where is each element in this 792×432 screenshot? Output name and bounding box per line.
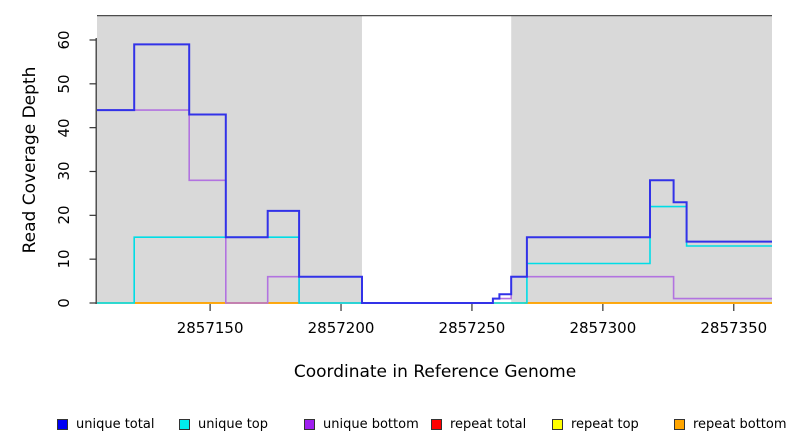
y-tick-label: 20 [55,205,73,225]
y-tick-label: 60 [55,30,73,50]
legend-label: unique top [198,417,269,432]
legend-swatch-icon [179,419,190,430]
x-axis-title: Coordinate in Reference Genome [293,362,577,382]
legend-swatch-icon [674,419,685,430]
x-tick-label: 2857200 [307,319,375,337]
legend-swatch-icon [431,419,442,430]
legend-label: repeat total [450,417,527,432]
x-tick-label: 2857350 [700,319,768,337]
x-tick-label: 2857250 [438,319,506,337]
legend-label: unique total [76,417,155,432]
legend-label: repeat bottom [693,417,787,432]
y-tick-label: 0 [55,298,73,308]
y-tick-label: 50 [55,74,73,94]
legend-entry-repeat-bottom: repeat bottom [674,417,787,432]
legend-swatch-icon [304,419,315,430]
legend-entry-repeat-top: repeat top [552,417,639,432]
legend-swatch-icon [552,419,563,430]
legend-swatch-icon [57,419,68,430]
y-tick-label: 30 [55,161,73,182]
legend-label: repeat top [571,417,639,432]
legend-entry-repeat-total: repeat total [431,417,526,432]
series-unique-total-line [97,43,772,304]
legend-entry-unique-top: unique top [179,417,268,432]
highlight-band [361,15,512,303]
y-tick-label: 10 [55,249,73,269]
y-tick-label: 40 [55,118,73,138]
coverage-chart-canvas [89,14,772,311]
legend-entry-unique-total: unique total [57,417,154,432]
legend-entry-unique-bottom: unique bottom [304,417,419,432]
y-axis-title: Read Coverage Depth [20,66,40,254]
x-tick-label: 2857300 [569,319,637,337]
legend-label: unique bottom [323,417,419,432]
x-tick-label: 2857150 [176,319,244,337]
